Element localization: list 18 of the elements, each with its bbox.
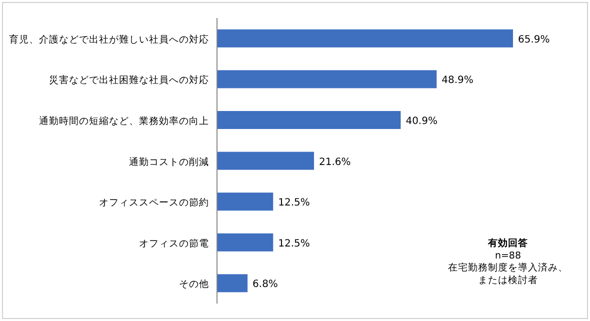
y-tick-label: オフィススペースの節約 <box>99 198 209 209</box>
data-label: 12.5% <box>278 238 310 250</box>
annotation: n=88 <box>494 250 522 262</box>
y-tick-label: その他 <box>179 278 209 290</box>
y-tick-label: 通勤コストの削減 <box>129 156 209 168</box>
data-label: 48.9% <box>442 75 474 86</box>
annotation: 有効回答 <box>487 237 528 249</box>
data-label: 12.5% <box>278 198 310 209</box>
data-label: 6.8% <box>252 279 278 290</box>
data-label: 21.6% <box>319 156 351 168</box>
y-tick-label: 育児、介護などで出社が難しい社員への対応 <box>9 33 209 46</box>
annotation: 在宅勤務制度を導入済み、 <box>448 262 568 274</box>
data-label: 65.9% <box>518 34 550 46</box>
y-tick-label: 災害などで出社困難な社員への対応 <box>49 74 209 86</box>
y-tick-label: オフィスの節電 <box>139 238 209 250</box>
data-label: 40.9% <box>406 116 438 127</box>
annotation: または検討者 <box>478 274 538 286</box>
y-tick-label: 通勤時間の短縮など、業務効率の向上 <box>39 115 209 127</box>
